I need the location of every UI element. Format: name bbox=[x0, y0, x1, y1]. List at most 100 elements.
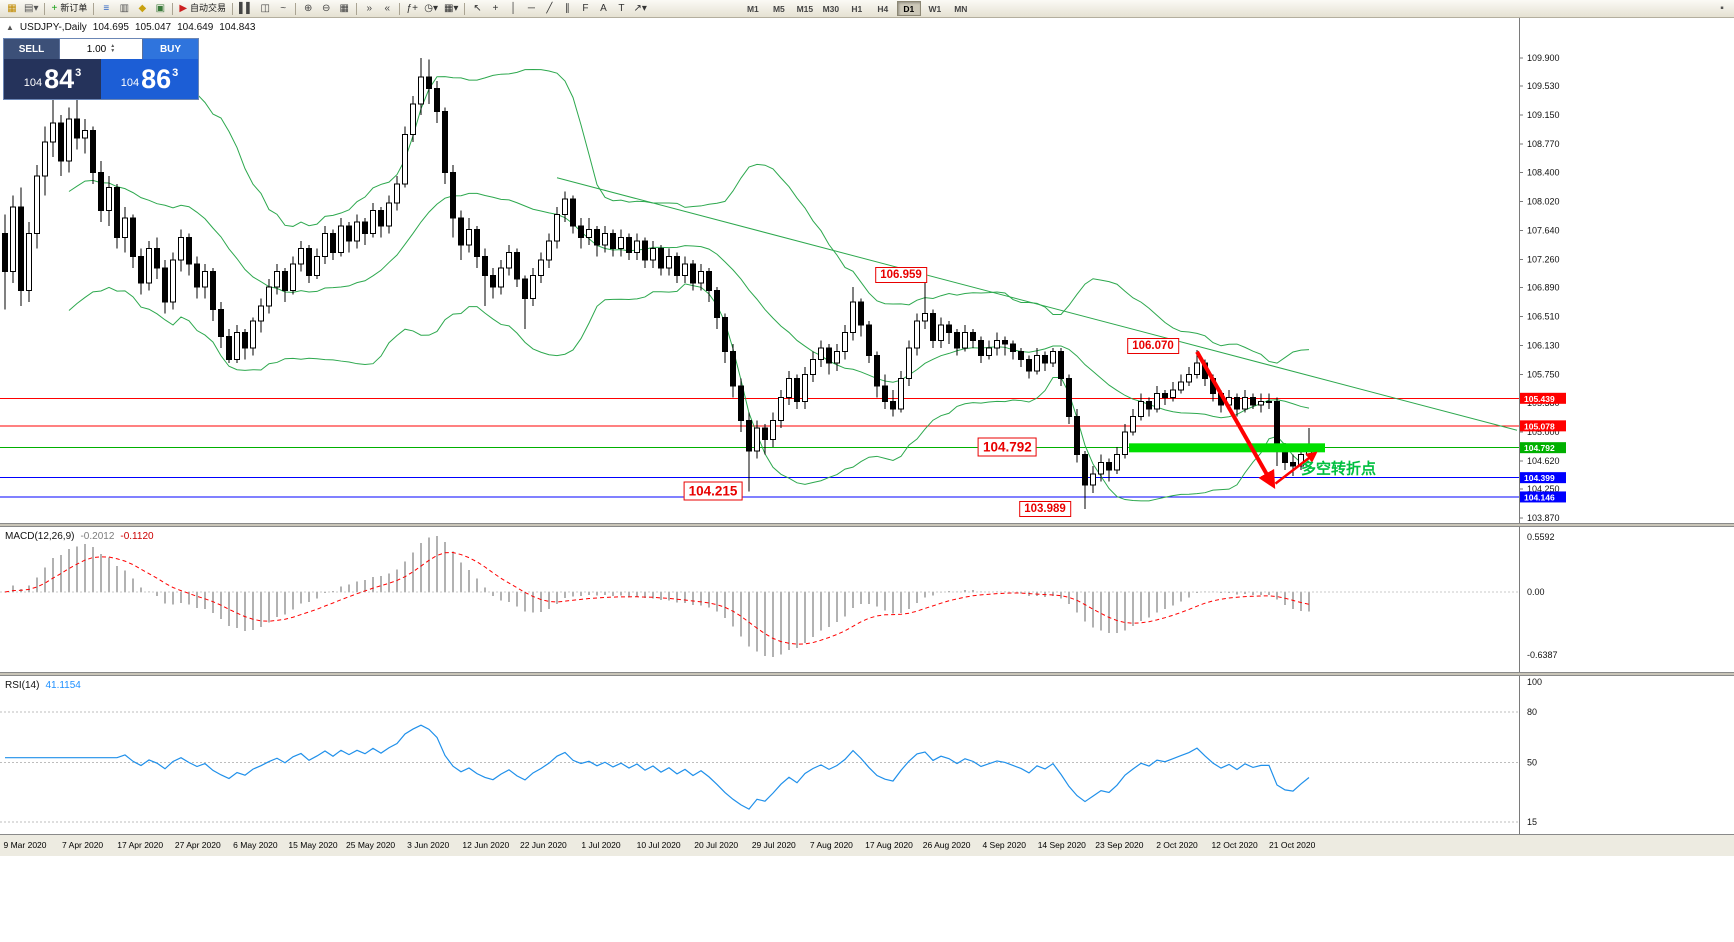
auto-trading-icon: ▶ bbox=[179, 2, 188, 14]
timeframe-m1-button[interactable]: M1 bbox=[746, 3, 759, 14]
volume-down-icon[interactable]: ▼ bbox=[110, 48, 116, 54]
macd-main-value: -0.2012 bbox=[80, 531, 115, 542]
new-order-label: 新订单 bbox=[60, 3, 88, 13]
price-annotation-box[interactable]: 104.215 bbox=[683, 481, 743, 501]
timeframe-h4-button[interactable]: H4 bbox=[877, 3, 889, 14]
line-chart-button[interactable]: ~ bbox=[274, 1, 292, 17]
auto-trading-button[interactable]: ▶ 自动交易 bbox=[176, 1, 229, 17]
collapse-trade-panel-icon[interactable]: ▲ bbox=[6, 23, 14, 32]
price-annotation-box[interactable]: 104.792 bbox=[977, 437, 1037, 457]
chart-shift-button[interactable]: « bbox=[378, 1, 396, 17]
volume-stepper[interactable]: ▲ ▼ bbox=[110, 42, 116, 55]
vertical-line-icon: │ bbox=[510, 2, 517, 14]
svg-text:80: 80 bbox=[1527, 707, 1537, 717]
timeframe-m5-button[interactable]: M5 bbox=[772, 3, 785, 14]
turning-point-label: 多空转折点 bbox=[1301, 460, 1377, 478]
terminal-button[interactable]: ▣ bbox=[151, 1, 169, 17]
new-order-icon: + bbox=[51, 2, 58, 14]
bar-chart-button[interactable]: ▌▌ bbox=[236, 1, 256, 17]
text-button[interactable]: A bbox=[594, 1, 612, 17]
macd-indicator-label: MACD(12,26,9) -0.2012 -0.1120 bbox=[5, 531, 154, 542]
periods-dropdown-button[interactable]: ◷▾ bbox=[421, 1, 441, 17]
svg-text:108.400: 108.400 bbox=[1527, 167, 1560, 177]
svg-text:104.146: 104.146 bbox=[1524, 492, 1555, 502]
toolbar-overflow-button[interactable]: ▪ bbox=[1720, 2, 1724, 14]
templates-dropdown-icon: ▦▾ bbox=[443, 2, 459, 14]
zoom-out-button[interactable]: ⊖ bbox=[317, 1, 335, 17]
fibonacci-button[interactable]: F bbox=[576, 1, 594, 17]
pane-divider-rsi[interactable] bbox=[0, 672, 1734, 676]
timeframe-d1-button[interactable]: D1 bbox=[896, 1, 921, 16]
tile-windows-button[interactable]: ▦ bbox=[335, 1, 353, 17]
volume-input[interactable]: 1.00 ▲ ▼ bbox=[59, 39, 143, 59]
equidistant-channel-button[interactable]: ∥ bbox=[558, 1, 576, 17]
market-watch-button[interactable]: ≡ bbox=[97, 1, 115, 17]
buy-price[interactable]: 104 86 3 bbox=[101, 59, 198, 99]
rsi-value: 41.1154 bbox=[45, 680, 81, 691]
fibonacci-icon: F bbox=[582, 2, 589, 14]
sell-price-prefix: 104 bbox=[23, 77, 43, 89]
sell-price[interactable]: 104 84 3 bbox=[4, 59, 101, 99]
svg-text:104.250: 104.250 bbox=[1527, 484, 1560, 494]
crosshair-button[interactable]: + bbox=[486, 1, 504, 17]
svg-text:105.750: 105.750 bbox=[1527, 370, 1560, 380]
volume-up-icon[interactable]: ▲ bbox=[110, 42, 116, 49]
periods-dropdown-icon: ◷▾ bbox=[424, 2, 438, 14]
auto-scroll-icon: » bbox=[366, 2, 372, 14]
timeframe-w1-button[interactable]: W1 bbox=[928, 3, 942, 14]
time-axis-label: 21 Oct 2020 bbox=[1269, 840, 1316, 850]
time-axis-label: 7 Apr 2020 bbox=[62, 840, 104, 850]
time-axis-label: 26 Aug 2020 bbox=[922, 840, 971, 850]
timeframe-m30-button[interactable]: M30 bbox=[822, 3, 840, 14]
trendline-button[interactable]: ╱ bbox=[540, 1, 558, 17]
svg-text:104.792: 104.792 bbox=[1524, 443, 1555, 453]
data-window-button[interactable]: ▥ bbox=[115, 1, 133, 17]
navigator-button[interactable]: ◆ bbox=[133, 1, 151, 17]
zoom-in-button[interactable]: ⊕ bbox=[299, 1, 317, 17]
svg-text:100: 100 bbox=[1527, 677, 1542, 687]
bar-chart-icon: ▌▌ bbox=[239, 2, 254, 14]
auto-scroll-button[interactable]: » bbox=[360, 1, 378, 17]
new-chart-button[interactable]: ▦ bbox=[3, 1, 21, 17]
time-axis-label: 27 Apr 2020 bbox=[174, 840, 221, 850]
toolbar-separator bbox=[464, 2, 466, 15]
svg-text:105.078: 105.078 bbox=[1524, 421, 1555, 431]
horizontal-line-button[interactable]: ─ bbox=[522, 1, 540, 17]
timeframe-m15-button[interactable]: M15 bbox=[796, 3, 814, 14]
chart-shift-icon: « bbox=[384, 2, 390, 14]
indicators-list-button[interactable]: ƒ+ bbox=[403, 1, 421, 17]
time-axis[interactable]: 9 Mar 2020 7 Apr 2020 17 Apr 2020 27 Apr 20… bbox=[0, 834, 1734, 856]
buy-button[interactable]: BUY bbox=[143, 39, 198, 59]
top-toolbar: ▦ ▤▾ + 新订单 ≡ ▥ ◆ ▣ ▶ 自动交易 ▌▌ ◫ ~ ⊕ ⊖ ▦» «ƒ+ ◷▾ ▦▾ ↖ + │ ─ ╱ ∥ F A T… bbox=[0, 0, 1734, 18]
profiles-icon: ▤▾ bbox=[24, 2, 39, 14]
templates-dropdown-button[interactable]: ▦▾ bbox=[441, 1, 461, 17]
svg-text:15: 15 bbox=[1527, 817, 1537, 827]
sell-price-pipette: 3 bbox=[75, 67, 82, 79]
cursor-button[interactable]: ↖ bbox=[468, 1, 486, 17]
vertical-line-button[interactable]: │ bbox=[504, 1, 522, 17]
navigator-icon: ◆ bbox=[138, 2, 147, 14]
time-axis-label: 20 Jul 2020 bbox=[694, 840, 739, 850]
price-annotation-box[interactable]: 106.070 bbox=[1127, 337, 1179, 354]
open-value: 104.695 bbox=[92, 22, 129, 33]
indicators-list-icon: ƒ+ bbox=[406, 2, 418, 14]
new-order-button[interactable]: + 新订单 bbox=[48, 1, 90, 17]
svg-text:107.260: 107.260 bbox=[1527, 254, 1560, 264]
main-price-chart[interactable]: 109.900 109.530 109.150 108.770 108.400 108.0… bbox=[0, 18, 1734, 523]
profiles-button[interactable]: ▤▾ bbox=[21, 1, 41, 17]
price-annotation-box[interactable]: 103.989 bbox=[1019, 500, 1071, 517]
time-axis-label: 14 Sep 2020 bbox=[1037, 840, 1086, 850]
timeframe-h1-button[interactable]: H1 bbox=[851, 3, 863, 14]
price-annotation-box[interactable]: 106.959 bbox=[875, 267, 927, 284]
candlestick-chart-button[interactable]: ◫ bbox=[256, 1, 274, 17]
arrows-tool-button[interactable]: ↗▾ bbox=[630, 1, 649, 17]
pane-divider-macd[interactable] bbox=[0, 523, 1734, 527]
close-value: 104.843 bbox=[219, 22, 256, 33]
sell-button[interactable]: SELL bbox=[4, 39, 59, 59]
timeframe-mn-button[interactable]: MN bbox=[954, 3, 968, 14]
rsi-indicator-pane[interactable]: 100 80 50 15 bbox=[0, 676, 1734, 834]
svg-text:0.00: 0.00 bbox=[1527, 587, 1545, 597]
macd-indicator-pane[interactable]: 0.5592 0.00 -0.6387 bbox=[0, 527, 1734, 672]
text-label-icon: T bbox=[618, 2, 625, 14]
text-label-button[interactable]: T bbox=[612, 1, 630, 17]
